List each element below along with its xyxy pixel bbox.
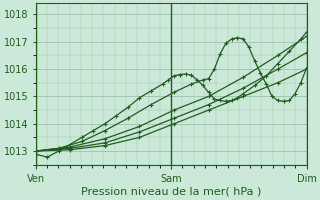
X-axis label: Pression niveau de la mer( hPa ): Pression niveau de la mer( hPa ) [81,187,261,197]
